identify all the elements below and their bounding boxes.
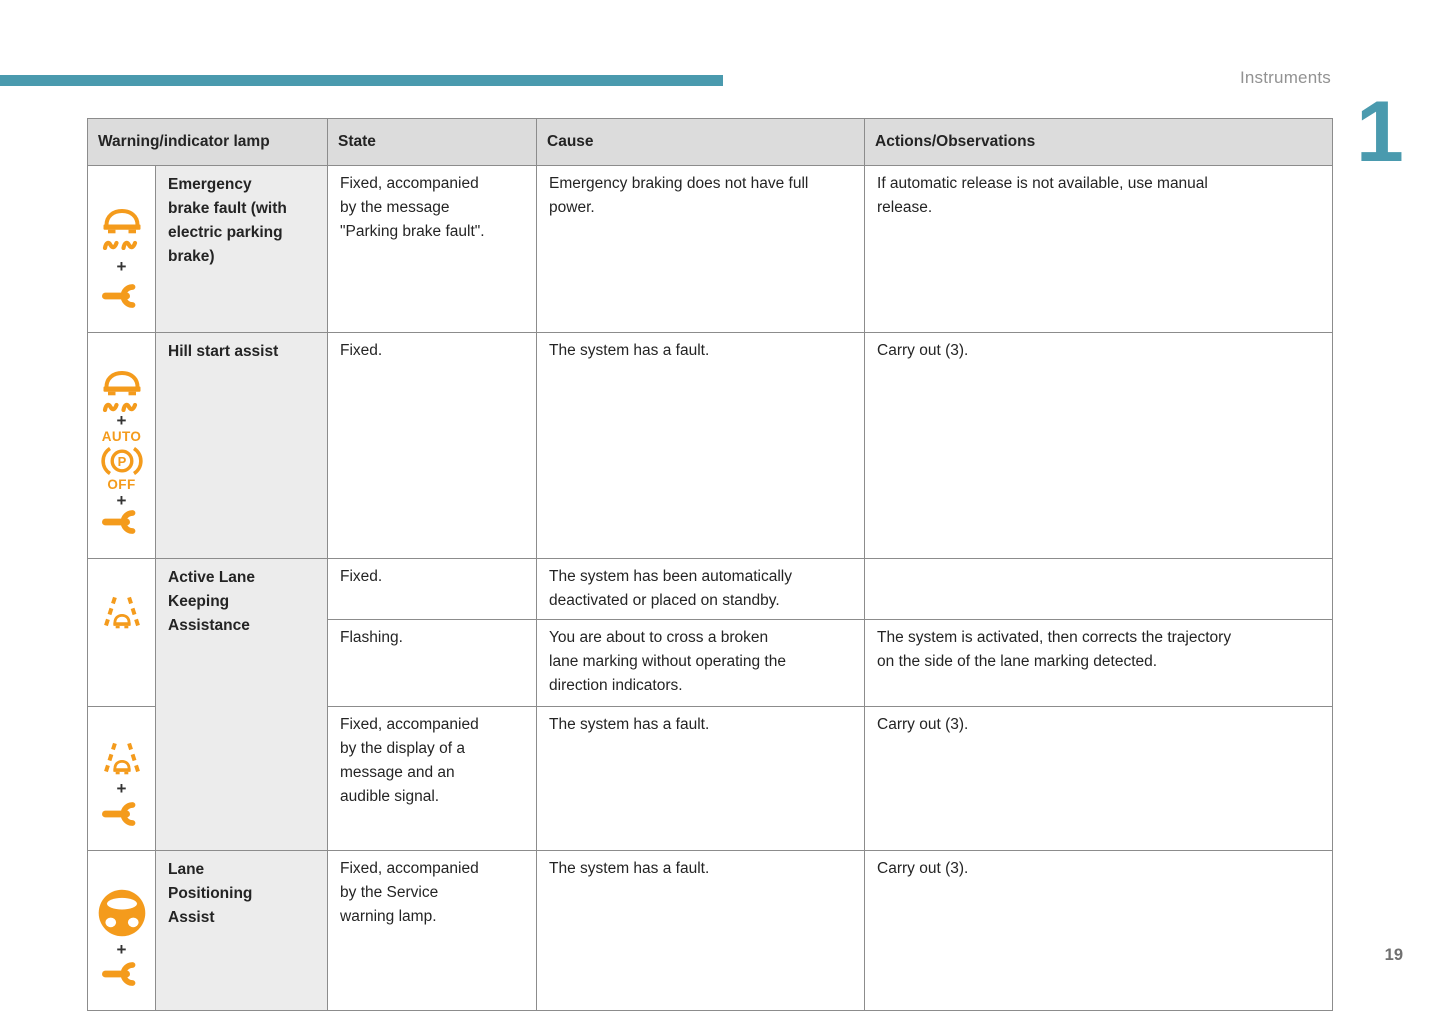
row-alka-flashing: Flashing. You are about to cross a broke…	[88, 619, 1334, 707]
lamp-icon-stack	[88, 583, 155, 630]
lamp-name-cell: Lane Positioning Assist	[154, 850, 329, 1011]
state-cell: Fixed.	[327, 558, 538, 620]
svg-text:P: P	[117, 454, 126, 469]
col-header-cause: Cause	[536, 118, 866, 166]
lamp-name-cell: Active Lane Keeping Assistance	[154, 558, 329, 851]
row-lane-positioning-assist: + Lane Positioning Assist Fixed, accompa…	[87, 850, 1334, 1011]
wrench-icon	[101, 802, 143, 826]
lamp-icon-stack: +	[88, 731, 155, 826]
cause-cell: The system has a fault.	[536, 706, 866, 851]
actions-cell	[864, 558, 1334, 620]
plus-sign: +	[116, 257, 127, 276]
actions-cell: Carry out (3).	[864, 850, 1334, 1011]
col-header-actions: Actions/Observations	[864, 118, 1334, 166]
auto-text: AUTO	[101, 429, 142, 444]
row-hill-start-assist: + AUTO P OFF + Hill start assist Fixed. The …	[87, 332, 1334, 559]
esp-car-icon	[99, 204, 145, 251]
lane-keeping-icon	[99, 742, 145, 776]
cause-cell: You are about to cross a broken lane mar…	[536, 619, 866, 707]
off-text: OFF	[107, 477, 136, 492]
plus-sign: +	[116, 411, 127, 430]
cause-cell: The system has been automatically deacti…	[536, 558, 866, 620]
row-alka-fixed: Active Lane Keeping Assistance Fixed. Th…	[87, 558, 1334, 851]
lamp-icon-cell	[87, 558, 156, 707]
lamp-icon-stack: +	[88, 875, 155, 986]
lane-keeping-icon	[99, 596, 145, 630]
state-cell: Fixed, accompanied by the display of a m…	[327, 706, 538, 851]
header-accent-bar	[0, 75, 723, 86]
running-header: Instruments	[1239, 68, 1331, 87]
table-header-row: Warning/indicator lamp State Cause Actio…	[86, 118, 1334, 166]
lamp-name-cell: Hill start assist	[154, 332, 329, 559]
col-header-lamp: Warning/indicator lamp	[86, 118, 329, 166]
lamp-icon-stack: +	[88, 190, 155, 308]
wrench-icon	[101, 284, 143, 308]
plus-sign: +	[116, 779, 127, 798]
chapter-number: 1	[1356, 84, 1404, 180]
warning-lamps-table: Warning/indicator lamp State Cause Actio…	[86, 118, 1334, 1011]
actions-cell: The system is activated, then corrects t…	[864, 619, 1334, 707]
plus-sign: +	[116, 491, 127, 510]
lamp-icon-cell: +	[87, 165, 156, 333]
row-alka-fault: + Fixed, accompanied by the display of a…	[87, 706, 1334, 851]
state-cell: Fixed.	[327, 332, 538, 559]
lamp-icon-cell: +	[87, 850, 156, 1011]
state-cell: Fixed, accompanied by the Service warnin…	[327, 850, 538, 1011]
cause-cell: Emergency braking does not have full pow…	[536, 165, 866, 333]
plus-sign: +	[116, 940, 127, 959]
state-cell: Flashing.	[327, 619, 538, 707]
page-number: 19	[1384, 946, 1403, 964]
col-header-state: State	[327, 118, 538, 166]
actions-cell: If automatic release is not available, u…	[864, 165, 1334, 333]
lamp-icon-cell: + AUTO P OFF +	[87, 332, 156, 559]
wrench-icon	[101, 510, 143, 534]
cause-cell: The system has a fault.	[536, 850, 866, 1011]
parking-brake-icon: P	[100, 446, 144, 476]
actions-cell: Carry out (3).	[864, 706, 1334, 851]
state-cell: Fixed, accompanied by the message "Parki…	[327, 165, 538, 333]
esp-car-icon	[99, 366, 145, 413]
lamp-name-cell: Emergency brake fault (with electric par…	[154, 165, 329, 333]
lamp-icon-stack: + AUTO P OFF +	[88, 357, 155, 534]
cause-cell: The system has a fault.	[536, 332, 866, 559]
steering-wheel-icon	[97, 888, 147, 938]
actions-cell: Carry out (3).	[864, 332, 1334, 559]
wrench-icon	[101, 962, 143, 986]
lamp-icon-cell: +	[87, 706, 156, 851]
row-emergency-brake-fault: + Emergency brake fault (with electric p…	[87, 165, 1334, 333]
